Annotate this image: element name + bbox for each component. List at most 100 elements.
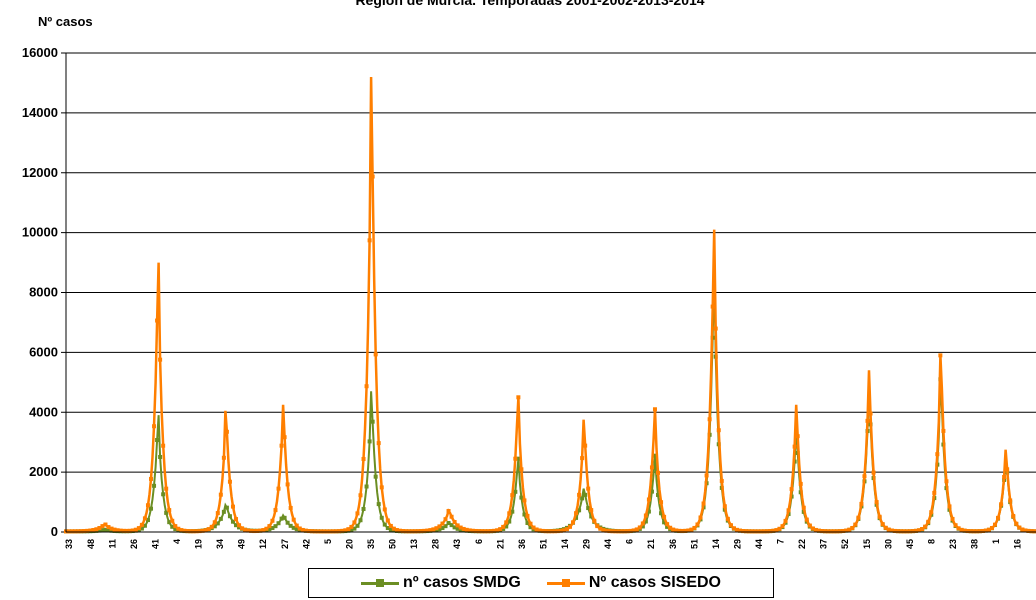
data-point — [656, 470, 661, 475]
data-point — [203, 528, 208, 533]
data-point — [577, 492, 582, 497]
x-tick-label: 29 — [582, 539, 592, 549]
data-point — [886, 527, 891, 532]
data-point — [917, 528, 922, 533]
data-point — [993, 522, 998, 527]
y-tick-labels: 0 2000 4000 6000 8000 10000 12000 14000 16000 — [22, 45, 58, 539]
data-point — [282, 515, 287, 520]
x-tick-label: 21 — [646, 539, 656, 549]
data-point — [452, 525, 457, 530]
x-tick-label: 48 — [86, 539, 96, 549]
data-point — [76, 529, 81, 534]
x-tick-label: 29 — [732, 539, 742, 549]
data-point — [73, 529, 78, 534]
data-point — [944, 479, 949, 484]
data-point — [622, 529, 627, 534]
data-point — [361, 456, 366, 461]
data-point — [513, 456, 518, 461]
data-point — [722, 504, 727, 509]
data-point — [704, 473, 709, 478]
data-point — [82, 529, 87, 534]
data-point — [659, 500, 664, 505]
data-point — [221, 455, 226, 460]
data-point — [343, 528, 348, 533]
data-point — [580, 496, 585, 501]
data-point — [434, 526, 439, 531]
data-point — [352, 520, 357, 525]
x-tick-label: 36 — [517, 539, 527, 549]
data-point — [750, 529, 755, 534]
data-point — [315, 529, 320, 534]
data-point — [643, 519, 648, 524]
data-point — [895, 529, 900, 534]
y-tick-label: 4000 — [29, 404, 58, 419]
y-tick-label: 6000 — [29, 344, 58, 359]
data-point — [920, 527, 925, 532]
x-tick-label: 44 — [603, 539, 613, 549]
data-point — [370, 419, 375, 424]
x-tick-label: 52 — [840, 539, 850, 549]
x-tick-label: 14 — [560, 539, 570, 549]
data-point — [109, 526, 114, 531]
data-point — [689, 527, 694, 532]
data-point — [206, 527, 211, 532]
data-point — [631, 528, 636, 533]
x-tick-label: 37 — [819, 539, 829, 549]
data-point — [285, 482, 290, 487]
x-tick-label: 41 — [150, 539, 160, 549]
data-point — [170, 524, 175, 529]
data-point — [227, 479, 232, 484]
data-point — [862, 474, 867, 479]
data-point — [844, 528, 849, 533]
data-point — [649, 465, 654, 470]
x-tick-label: 20 — [344, 539, 354, 549]
data-point — [176, 526, 181, 531]
data-point — [513, 489, 518, 494]
data-point — [106, 528, 111, 533]
data-point — [519, 495, 524, 500]
data-point — [139, 526, 144, 531]
data-point — [883, 525, 888, 530]
data-point — [707, 417, 712, 422]
data-point — [932, 490, 937, 495]
data-point — [419, 529, 424, 534]
data-point — [1008, 498, 1013, 503]
data-point — [373, 352, 378, 357]
data-point — [874, 500, 879, 505]
data-point — [810, 526, 815, 531]
data-point — [349, 524, 354, 529]
data-point — [701, 501, 706, 506]
data-point — [127, 528, 132, 533]
data-point — [695, 522, 700, 527]
data-point — [959, 527, 964, 532]
data-point — [212, 524, 217, 529]
data-point — [191, 529, 196, 534]
data-point — [510, 493, 515, 498]
data-point — [698, 515, 703, 520]
data-point — [282, 435, 287, 440]
data-point — [237, 523, 242, 528]
x-tick-label: 22 — [797, 539, 807, 549]
data-point — [892, 528, 897, 533]
data-point — [637, 525, 642, 530]
data-point — [158, 357, 163, 362]
data-point — [388, 523, 393, 528]
data-point — [279, 516, 284, 521]
data-point — [215, 511, 220, 516]
data-point — [561, 528, 566, 533]
x-tick-label: 19 — [194, 539, 204, 549]
x-tick-label: 5 — [323, 539, 333, 544]
data-point — [583, 492, 588, 497]
data-point — [136, 526, 141, 531]
chart-title: Región de Murcia. Temporadas 2001-2002-2… — [355, 0, 704, 8]
data-point — [328, 529, 333, 534]
data-point — [142, 516, 147, 521]
data-point — [379, 515, 384, 520]
data-point — [458, 527, 463, 532]
data-point — [246, 528, 251, 533]
data-point — [552, 529, 557, 534]
data-point — [941, 428, 946, 433]
data-point — [352, 526, 357, 531]
data-point — [252, 529, 257, 534]
data-point — [446, 521, 451, 526]
